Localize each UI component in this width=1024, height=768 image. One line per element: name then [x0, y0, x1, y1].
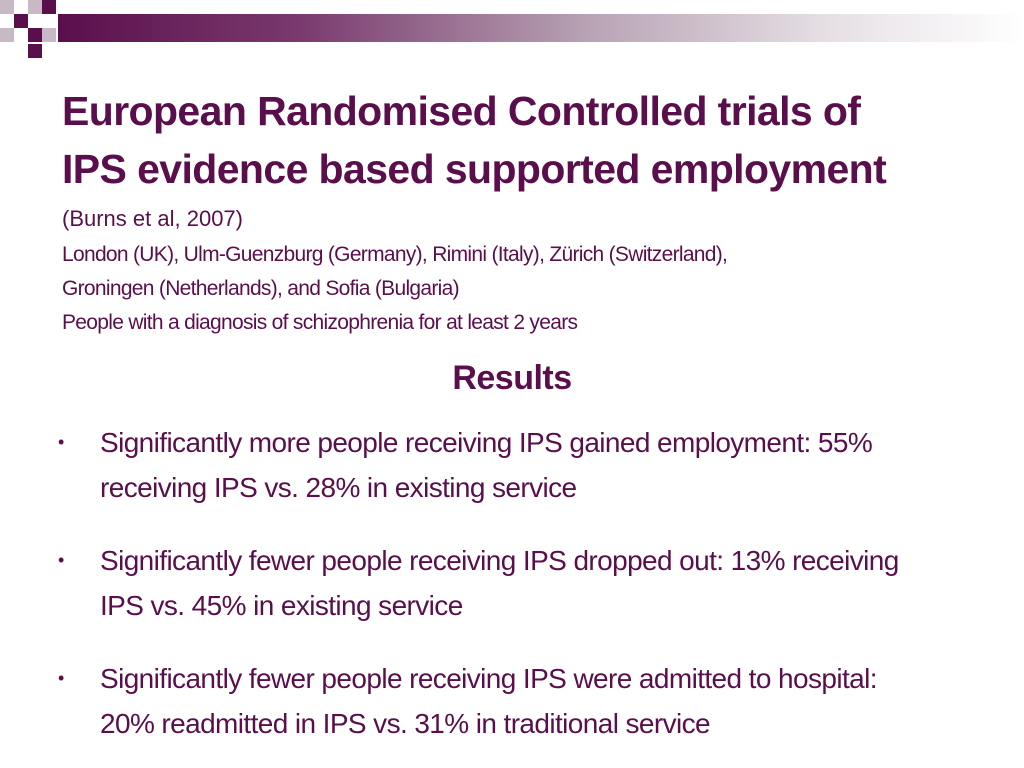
bullet-text: Significantly fewer people receiving IPS… [100, 538, 978, 628]
study-population-line: People with a diagnosis of schizophrenia… [62, 311, 578, 334]
study-locations-line: London (UK), Ulm-Guenzburg (Germany), Ri… [62, 243, 728, 266]
citation: (Burns et al, 2007) [62, 206, 243, 231]
decor-square [0, 0, 14, 14]
results-heading: Results [452, 359, 572, 397]
decor-square [42, 28, 56, 42]
bullet-line: Significantly more people receiving IPS … [100, 427, 873, 458]
bullet-line: receiving IPS vs. 28% in existing servic… [100, 472, 577, 503]
list-item: • Significantly fewer people receiving I… [58, 538, 978, 628]
header-decoration [0, 0, 1024, 64]
list-item: • Significantly more people receiving IP… [58, 420, 978, 510]
decor-square [28, 44, 42, 58]
bullet-icon: • [58, 550, 64, 570]
bullet-line: 20% readmitted in IPS vs. 31% in traditi… [100, 708, 711, 739]
slide-title: European Randomised Controlled trials of… [62, 82, 982, 198]
bullet-icon: • [58, 432, 64, 452]
results-list: • Significantly more people receiving IP… [58, 420, 978, 768]
study-locations-line: Groningen (Netherlands), and Sofia (Bulg… [62, 277, 460, 300]
bullet-line: Significantly fewer people receiving IPS… [100, 663, 878, 694]
header-gradient-bar [58, 14, 1024, 42]
bullet-line: IPS vs. 45% in existing service [100, 590, 463, 621]
decor-square [42, 0, 56, 14]
title-line: IPS evidence based supported employment [62, 146, 887, 192]
title-line: European Randomised Controlled trials of [62, 88, 861, 134]
bullet-text: Significantly more people receiving IPS … [100, 420, 978, 510]
bullet-line: Significantly fewer people receiving IPS… [100, 545, 899, 576]
study-info: London (UK), Ulm-Guenzburg (Germany), Ri… [62, 238, 962, 340]
decor-square [14, 14, 28, 28]
decor-square [28, 0, 42, 14]
decor-square [0, 28, 14, 42]
list-item: • Significantly fewer people receiving I… [58, 656, 978, 746]
decor-square [28, 28, 42, 42]
bullet-icon: • [58, 668, 64, 688]
bullet-text: Significantly fewer people receiving IPS… [100, 656, 978, 746]
